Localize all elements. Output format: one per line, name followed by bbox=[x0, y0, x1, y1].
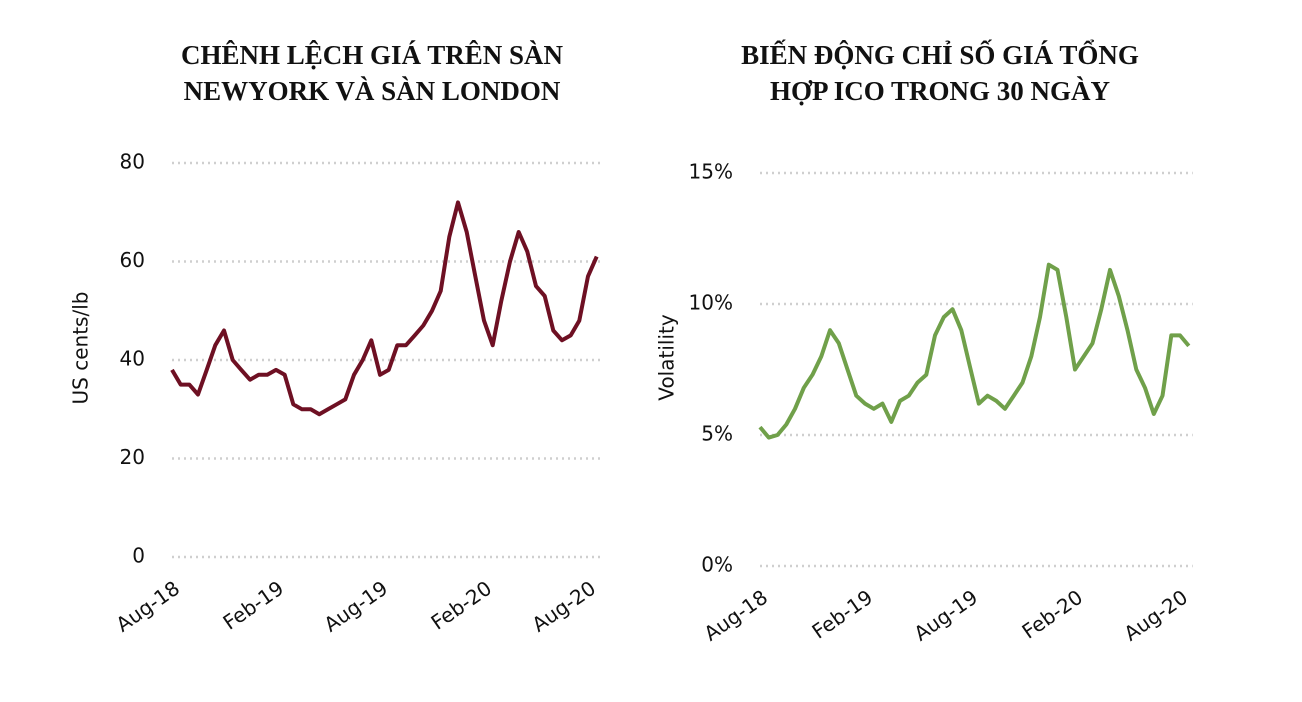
chart-title: BIẾN ĐỘNG CHỈ SỐ GIÁ TỔNG bbox=[741, 39, 1139, 70]
data-line bbox=[758, 262, 1191, 440]
x-tick-label: Aug-20 bbox=[528, 576, 601, 637]
x-tick-label: Aug-19 bbox=[910, 585, 983, 646]
chart-title: NEWYORK VÀ SÀN LONDON bbox=[184, 76, 561, 106]
x-tick-label: Feb-20 bbox=[427, 576, 497, 635]
x-tick-label: Feb-20 bbox=[1017, 585, 1087, 644]
data-line bbox=[170, 200, 599, 417]
y-tick-label: 20 bbox=[120, 445, 145, 469]
y-axis-label: US cents/lb bbox=[69, 292, 93, 405]
y-tick-label: 5% bbox=[701, 422, 733, 446]
y-tick-label: 15% bbox=[689, 160, 733, 184]
y-tick-label: 10% bbox=[689, 291, 733, 315]
y-tick-label: 0% bbox=[701, 553, 733, 577]
x-tick-label: Feb-19 bbox=[218, 576, 288, 635]
x-tick-label: Aug-18 bbox=[112, 576, 185, 637]
x-tick-label: Aug-18 bbox=[700, 585, 773, 646]
chart-title: CHÊNH LỆCH GIÁ TRÊN SÀN bbox=[181, 40, 564, 70]
x-tick-label: Aug-20 bbox=[1120, 585, 1193, 646]
y-tick-label: 60 bbox=[120, 248, 145, 272]
x-tick-label: Feb-19 bbox=[807, 585, 877, 644]
y-tick-label: 40 bbox=[120, 347, 145, 371]
y-tick-label: 0 bbox=[132, 544, 145, 568]
y-tick-label: 80 bbox=[120, 150, 145, 174]
chart-title: HỢP ICO TRONG 30 NGÀY bbox=[770, 76, 1110, 106]
x-tick-label: Aug-19 bbox=[320, 576, 393, 637]
y-axis-label: Volatility bbox=[655, 314, 679, 401]
